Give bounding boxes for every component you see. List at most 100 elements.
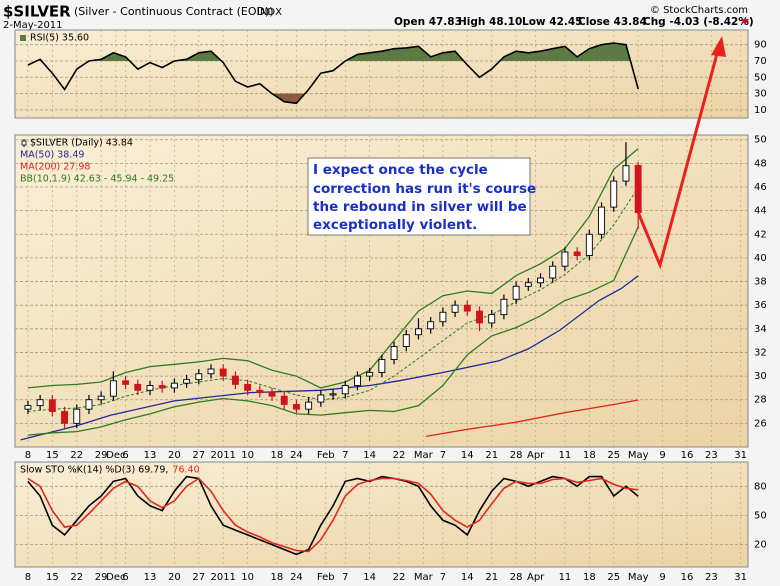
candle-body (341, 385, 349, 395)
candle-body (415, 328, 422, 336)
x-tick-label: 24 (290, 572, 303, 583)
x-tick-label: 14 (363, 450, 376, 461)
candle-body (378, 359, 386, 373)
candle-body (427, 321, 435, 330)
x-tick-label: Apr (527, 450, 545, 461)
x-tick-label: Dec (106, 572, 125, 583)
x-tick-label: 2011 (210, 450, 235, 461)
candle-body (598, 206, 605, 235)
instrument-name: (Silver - Continuous Contract (EOD)) (74, 5, 274, 18)
x-tick-label: 9 (659, 572, 665, 583)
candle-body (73, 408, 81, 424)
x-tick-label: 16 (681, 450, 694, 461)
legend-entry: 76.40 (172, 465, 199, 476)
x-tick-label: Mar (414, 450, 434, 461)
legend-entry: MA(200) 27.98 (20, 162, 90, 173)
plot-area (27, 42, 639, 105)
x-tick-label: 15 (46, 572, 59, 583)
candle-body (366, 372, 374, 377)
candle-body (24, 405, 32, 410)
x-tick-label: 22 (393, 450, 406, 461)
x-tick-label: 7 (440, 450, 446, 461)
annotation-box (307, 157, 531, 236)
candle-body (183, 379, 191, 384)
x-tick-label: Feb (317, 450, 335, 461)
close: Close 43.84 (578, 16, 647, 28)
x-tick-label: 8 (25, 572, 31, 583)
projection-arrow (636, 49, 720, 270)
candle-body (354, 375, 361, 386)
candle-body (170, 382, 178, 389)
x-tick-label: 28 (510, 450, 523, 461)
plot-area (20, 142, 642, 441)
date: 2-May-2011 (3, 20, 63, 31)
candle-body (219, 368, 227, 377)
y-tick-label: 26 (754, 418, 767, 429)
y-tick-label: 70 (754, 56, 767, 67)
candle-body (488, 314, 496, 324)
x-tick-label: 14 (461, 450, 474, 461)
x-tick-label: 6 (122, 450, 128, 461)
candle-body (329, 393, 337, 396)
x-tick-label: 18 (271, 572, 284, 583)
candle-body (317, 394, 325, 403)
x-tick-label: 15 (46, 450, 59, 461)
x-tick-label: 25 (607, 572, 620, 583)
y-tick-label: 44 (754, 206, 767, 217)
x-tick-label: 21 (485, 450, 498, 461)
x-tick-label: 11 (559, 572, 572, 583)
candle-body (207, 368, 215, 375)
candle-body (524, 282, 532, 287)
x-tick-label: 23 (705, 450, 718, 461)
low: Low 42.45 (522, 16, 582, 28)
y-tick-label: 10 (754, 105, 767, 116)
candle-body (573, 251, 581, 256)
legend-icon (21, 140, 27, 146)
x-tick-label: 6 (122, 572, 128, 583)
y-tick-label: 80 (754, 481, 767, 492)
annotation-line: exceptionally violent. (313, 217, 477, 233)
panel-background (14, 461, 749, 568)
candle-body (390, 346, 398, 360)
x-tick-label: 8 (25, 450, 31, 461)
y-tick-label: 34 (754, 324, 767, 335)
y-tick-label: 50 (754, 135, 767, 146)
x-tick-label: 13 (144, 450, 157, 461)
open: Open 47.83 (394, 16, 462, 28)
x-tick-label: 25 (607, 450, 620, 461)
legend-entry: BB(10,1.9) 42.63 - 45.94 - 49.25 (20, 174, 174, 185)
candle-body (622, 165, 630, 182)
legend-entry: Slow STO %K(14) %D(3) 69.79, (20, 465, 168, 476)
candle-body (512, 285, 520, 300)
panel-background (14, 29, 749, 119)
symbol: $SILVER (3, 3, 71, 21)
x-tick-label: 22 (70, 450, 83, 461)
x-tick-label: May (628, 450, 649, 461)
moving-average (20, 275, 639, 441)
legend-icon (20, 35, 26, 41)
annotation-line: the rebound in silver will be (313, 199, 527, 215)
x-tick-label: 18 (583, 572, 596, 583)
x-tick-label: 7 (342, 450, 348, 461)
candle-body (451, 304, 459, 313)
annotation-line: correction has run it's course (313, 181, 536, 197)
y-tick-label: 50 (754, 510, 767, 521)
panel-title: $SILVER (Daily) 43.84 (30, 138, 133, 149)
series-line (27, 42, 639, 105)
moving-average (425, 399, 639, 438)
panel-title: RSI(5) 35.60 (30, 33, 89, 44)
x-tick-label: 22 (393, 572, 406, 583)
annotation-line: I expect once the cycle (313, 162, 488, 178)
y-tick-label: 40 (754, 253, 767, 264)
y-tick-label: 90 (754, 40, 767, 51)
x-tick-label: 14 (363, 572, 376, 583)
candle-body (500, 298, 508, 316)
candle-body (561, 251, 569, 267)
x-tick-label: 9 (659, 450, 665, 461)
candle-body (256, 389, 264, 394)
candle-body (537, 277, 544, 284)
change: Chg -4.03 (-8.42%) (643, 16, 754, 28)
x-tick-label: 29 (95, 572, 108, 583)
